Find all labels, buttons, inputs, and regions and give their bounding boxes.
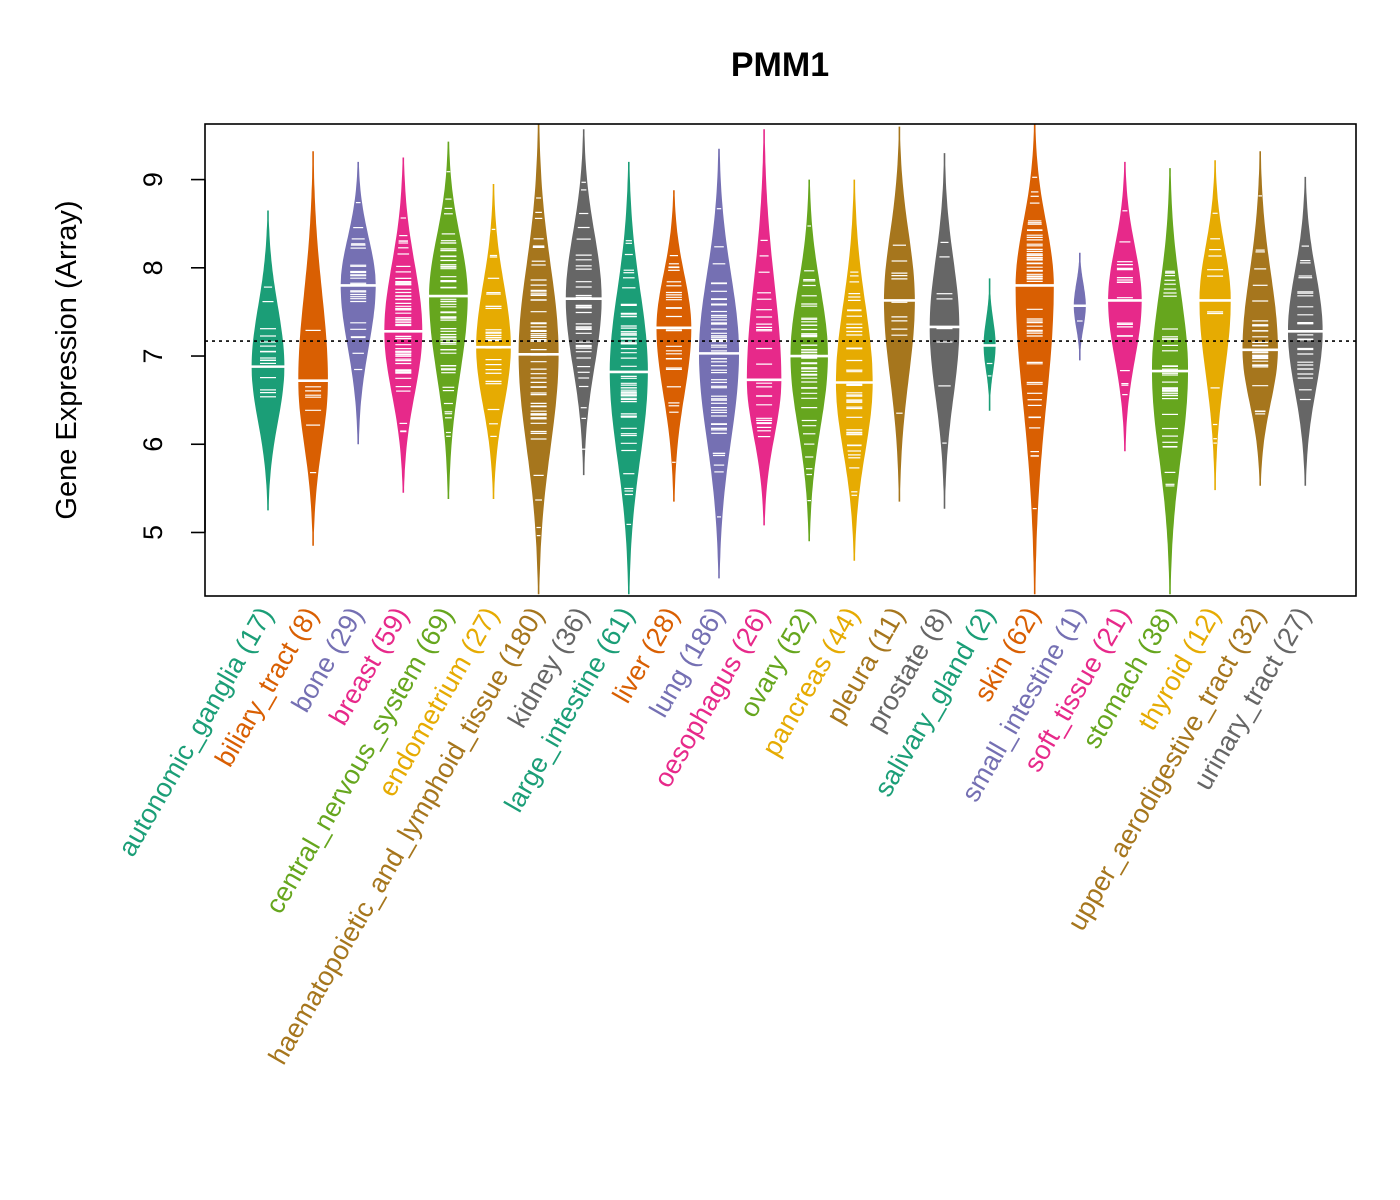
- bean-pleura: [881, 126, 917, 502]
- bean-large_intestine: [607, 161, 650, 595]
- bean-oesophagus: [744, 129, 784, 526]
- y-axis-label: Gene Expression (Array): [51, 200, 83, 519]
- bean-thyroid: [1197, 160, 1233, 491]
- bean-ovary: [788, 179, 830, 542]
- bean-bone: [338, 161, 378, 445]
- y-axis: 5 6 7 8 9: [138, 172, 206, 540]
- bean-liver: [654, 190, 694, 502]
- bean-haematopoietic_and_lymphoid_tissue: [516, 124, 561, 595]
- bean-skin: [1013, 124, 1056, 595]
- bean-salivary_gland: [981, 278, 998, 411]
- y-tick-label: 7: [138, 349, 168, 364]
- beans-layer: [249, 124, 1325, 595]
- bean-density: [790, 179, 828, 542]
- bean-density: [565, 129, 602, 476]
- bean-urinary_tract: [1285, 176, 1325, 486]
- bean-autonomic_ganglia: [249, 210, 287, 511]
- bean-density: [883, 126, 915, 502]
- bean-upper_aerodigestive_tract: [1240, 151, 1280, 486]
- bean-kidney: [563, 129, 604, 476]
- bean-central_nervous_system: [427, 141, 470, 499]
- bean-pancreas: [833, 179, 875, 561]
- bean-density: [929, 153, 960, 509]
- y-tick-label: 9: [138, 172, 168, 187]
- bean-small_intestine: [1071, 252, 1088, 361]
- bean-density: [1199, 160, 1231, 491]
- bean-density: [518, 124, 559, 595]
- y-tick-label: 5: [138, 525, 168, 540]
- bean-lung: [697, 148, 741, 579]
- bean-breast: [382, 157, 425, 493]
- bean-density: [699, 148, 739, 579]
- y-tick-label: 6: [138, 437, 168, 452]
- x-axis-labels: autonomic_ganglia (17)biliary_tract (8)b…: [112, 602, 1316, 1069]
- bean-prostate: [927, 153, 962, 509]
- bean-stomach: [1149, 168, 1191, 595]
- bean-density: [298, 151, 328, 546]
- bean-density: [1015, 124, 1054, 595]
- bean-soft_tissue: [1106, 161, 1144, 452]
- bean-density: [340, 161, 376, 445]
- bean-density: [1242, 151, 1278, 486]
- bean-density: [1152, 168, 1188, 595]
- bean-biliary_tract: [296, 151, 330, 546]
- y-tick-label: 8: [138, 260, 168, 275]
- bean-density: [1108, 161, 1142, 452]
- chart-title: PMM1: [731, 46, 829, 84]
